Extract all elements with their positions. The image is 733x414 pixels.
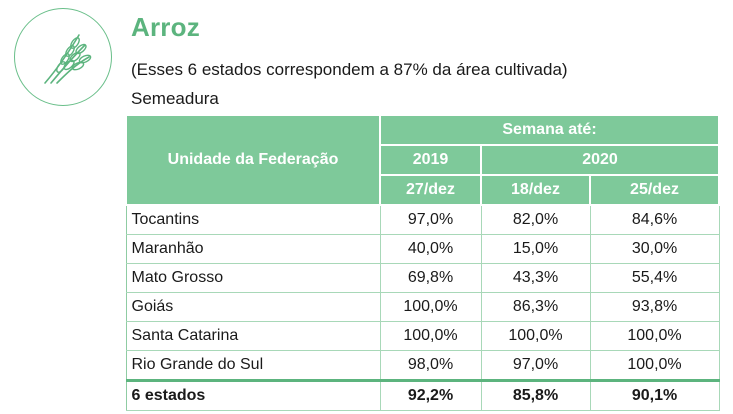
table-cell: 86,3% <box>480 292 591 322</box>
page-title: Arroz <box>131 12 200 42</box>
section-label: Semeadura <box>131 89 219 108</box>
table-cell: 84,6% <box>589 204 720 235</box>
state-name: Rio Grande do Sul <box>125 350 381 381</box>
total-label: 6 estados <box>125 379 381 411</box>
table-cell: 93,8% <box>589 292 720 322</box>
table-row: Goiás 100,0% 86,3% 93,8% <box>125 292 720 322</box>
table-cell: 100,0% <box>379 321 482 351</box>
table-cell: 100,0% <box>480 321 591 351</box>
table-cell: 82,0% <box>480 204 591 235</box>
table-cell: 97,0% <box>480 350 591 381</box>
table-cell: 43,3% <box>480 263 591 293</box>
table-cell: 97,0% <box>379 204 482 235</box>
col-header-date: 25/dez <box>588 174 721 206</box>
state-name: Maranhão <box>125 234 381 264</box>
col-header-federation: Unidade da Federação <box>125 114 381 206</box>
rice-plant-icon <box>44 34 92 84</box>
col-header-year-2019: 2019 <box>379 144 482 176</box>
col-header-year-2020: 2020 <box>479 144 721 176</box>
data-table: Unidade da Federação Semana até: 2019 20… <box>125 114 721 411</box>
total-cell: 92,2% <box>379 379 482 411</box>
col-header-week: Semana até: <box>378 114 721 146</box>
total-row: 6 estados 92,2% 85,8% 90,1% <box>125 379 720 411</box>
table-row: Maranhão 40,0% 15,0% 30,0% <box>125 234 720 264</box>
table-cell: 100,0% <box>589 350 720 381</box>
col-header-date: 27/dez <box>379 174 482 206</box>
table-cell: 100,0% <box>379 292 482 322</box>
table-cell: 98,0% <box>379 350 482 381</box>
rice-icon-badge <box>14 8 112 106</box>
state-name: Goiás <box>125 292 381 322</box>
subtitle: (Esses 6 estados correspondem a 87% da á… <box>131 60 568 79</box>
state-name: Tocantins <box>125 204 381 235</box>
total-cell: 90,1% <box>589 379 720 411</box>
table-cell: 55,4% <box>589 263 720 293</box>
table-row: Rio Grande do Sul 98,0% 97,0% 100,0% <box>125 350 720 381</box>
state-name: Mato Grosso <box>125 263 381 293</box>
table-cell: 30,0% <box>589 234 720 264</box>
col-header-date: 18/dez <box>480 174 591 206</box>
table-cell: 100,0% <box>589 321 720 351</box>
table-cell: 40,0% <box>379 234 482 264</box>
state-name: Santa Catarina <box>125 321 381 351</box>
total-cell: 85,8% <box>480 379 591 411</box>
table-cell: 15,0% <box>480 234 591 264</box>
table-row: Mato Grosso 69,8% 43,3% 55,4% <box>125 263 720 293</box>
table-row: Santa Catarina 100,0% 100,0% 100,0% <box>125 321 720 351</box>
table-row: Tocantins 97,0% 82,0% 84,6% <box>125 204 720 235</box>
table-cell: 69,8% <box>379 263 482 293</box>
